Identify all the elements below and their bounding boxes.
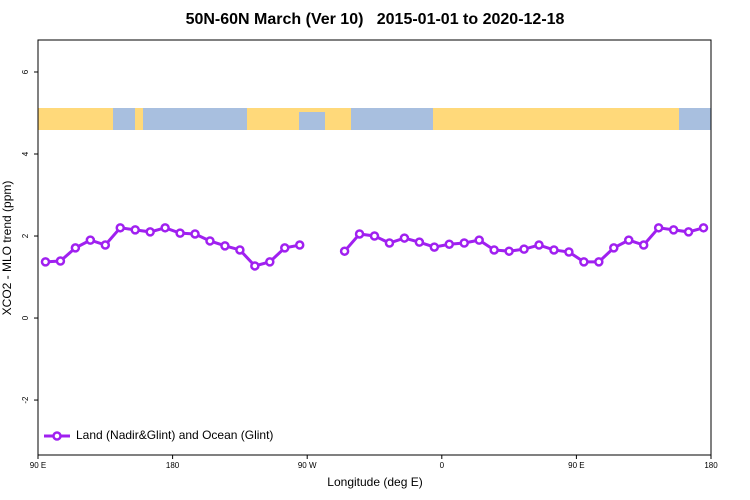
data-point xyxy=(40,257,51,267)
data-point xyxy=(549,245,559,255)
data-point xyxy=(235,245,245,255)
data-point xyxy=(205,236,215,246)
data-point xyxy=(294,240,305,250)
data-point xyxy=(339,246,350,256)
data-point xyxy=(160,223,170,233)
y-tick-label: -2 xyxy=(21,396,30,404)
data-point xyxy=(698,223,709,233)
data-point xyxy=(579,257,589,267)
data-point xyxy=(444,239,455,249)
data-point xyxy=(85,235,96,245)
data-point xyxy=(354,229,365,239)
x-tick-label: 90 W xyxy=(298,461,317,470)
data-point xyxy=(653,223,664,233)
y-tick-label: 6 xyxy=(21,69,30,74)
data-point xyxy=(638,240,649,250)
x-tick-label: 180 xyxy=(704,461,718,470)
y-axis-label: XCO2 - MLO trend (ppm) xyxy=(0,181,14,316)
data-point xyxy=(175,228,185,238)
legend-label: Land (Nadir&Glint) and Ocean (Glint) xyxy=(76,428,273,442)
map-band xyxy=(38,108,711,130)
data-point xyxy=(623,235,634,245)
data-point xyxy=(414,237,425,247)
data-point xyxy=(145,227,155,237)
chart-title: 50N-60N March (Ver 10) 2015-01-01 to 202… xyxy=(186,11,565,28)
data-point xyxy=(250,261,260,271)
data-point xyxy=(519,244,529,254)
data-point xyxy=(265,257,275,267)
data-point xyxy=(55,256,66,266)
y-tick-label: 2 xyxy=(21,233,30,238)
x-axis-label: Longitude (deg E) xyxy=(327,475,422,489)
data-point xyxy=(459,238,469,248)
data-point xyxy=(594,257,604,267)
x-tick-label: 90 E xyxy=(568,461,584,470)
x-tick-label: 180 xyxy=(166,461,180,470)
legend-marker xyxy=(52,431,62,441)
data-point xyxy=(280,243,290,253)
data-point xyxy=(668,225,679,235)
plot-frame xyxy=(37,39,712,456)
data-point xyxy=(429,242,440,252)
data-point xyxy=(489,245,499,255)
data-point xyxy=(564,247,574,257)
x-tick-label: 90 E xyxy=(30,461,46,470)
data-point xyxy=(683,227,694,237)
data-point xyxy=(100,240,111,250)
data-point xyxy=(474,235,484,245)
data-point xyxy=(190,229,200,239)
data-point xyxy=(384,238,395,248)
data-point xyxy=(369,231,380,241)
data-point xyxy=(609,243,619,253)
y-tick-label: 4 xyxy=(21,151,30,156)
data-point xyxy=(115,223,126,233)
data-point xyxy=(504,246,514,256)
y-tick-label: 0 xyxy=(21,315,30,320)
data-point xyxy=(130,225,140,235)
data-point xyxy=(220,241,230,251)
data-point xyxy=(399,233,410,243)
x-tick-label: 0 xyxy=(440,461,445,470)
data-point xyxy=(70,243,81,253)
data-point xyxy=(534,240,544,250)
